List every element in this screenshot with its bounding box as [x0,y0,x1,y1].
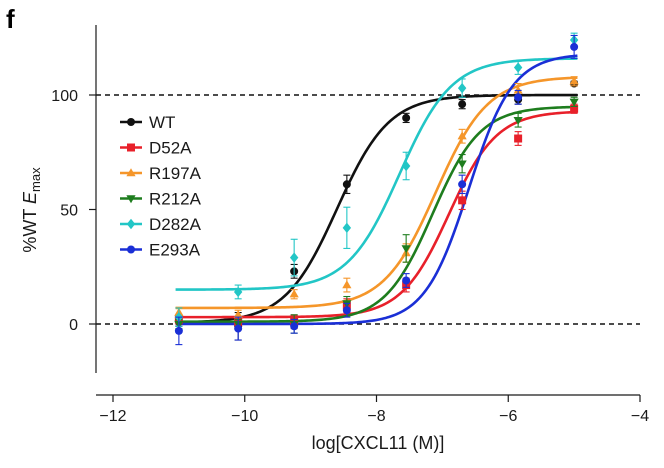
legend-marker-d52a [127,143,135,152]
data-point-wt [458,100,467,109]
legend-marker-wt [127,118,135,126]
legend-label-d282a: D282A [149,215,202,234]
data-point-r197a [289,289,299,298]
data-point-d52a [458,196,467,205]
data-point-d282a [513,62,523,73]
data-point-e293a [458,180,467,189]
data-point-e293a [290,322,299,331]
y-tick-label: 0 [69,317,78,334]
legend-label-r212a: R212A [149,190,202,209]
data-point-e293a [174,326,183,335]
panel-label: f [6,4,15,34]
data-point-r212a [569,98,579,107]
data-point-d282a [457,82,467,94]
data-point-r197a [342,280,352,289]
fit-curves [175,54,578,326]
data-point-d52a [570,104,579,113]
y-tick-label: 50 [60,203,78,220]
y-axis-title-e: E [20,191,40,204]
legend-marker-r212a [126,195,136,204]
data-point-d282a [401,160,411,172]
fit-curve-d282a [175,57,578,291]
fit-curve-e293a [175,54,578,326]
data-point-wt [402,113,411,122]
data-point-d282a [233,286,243,298]
data-point-e293a [402,276,411,285]
data-point-e293a [234,324,243,333]
legend-label-r197a: R197A [149,164,202,183]
x-tick-label: −8 [367,408,385,425]
y-axis-title: %WT Emax [20,167,43,253]
data-point-e293a [570,42,579,51]
x-tick-label: −6 [499,408,517,425]
legend-label-d52a: D52A [149,139,192,158]
data-points [174,32,579,346]
axis-ticks: −12 −10 −8 −6 −4 0 50 100 [51,88,649,425]
data-point-r197a [513,85,523,94]
data-point-r212a [401,245,411,254]
fit-curve-d52a [175,110,578,319]
data-point-d282a [289,252,299,263]
data-point-r197a [233,310,243,319]
legend-marker-e293a [127,245,135,254]
data-point-r197a [569,76,579,85]
y-axis-title-sub: max [28,167,43,192]
data-point-d282a [342,222,352,234]
data-point-r212a [457,160,467,169]
x-tick-label: −4 [631,408,649,425]
data-point-r197a [457,131,467,140]
data-point-r212a [513,116,523,125]
data-point-e293a [342,306,351,315]
y-axis-title-prefix: %WT [20,204,40,253]
data-point-wt [342,180,351,189]
data-point-e293a [514,93,523,102]
fit-curve-r212a [175,105,578,324]
y-tick-label: 100 [51,88,78,105]
legend-label-wt: WT [149,113,175,132]
x-tick-label: −10 [231,408,258,425]
legend-marker-d282a [126,218,136,230]
x-axis-title: log[CXCL11 (M)] [312,433,445,453]
data-point-d52a [514,134,523,143]
legend-label-e293a: E293A [149,241,201,260]
legend-marker-r197a [126,168,136,177]
x-tick-label: −12 [99,408,126,425]
legend: WT D52A R197A R212A D282A E293A [120,113,202,260]
